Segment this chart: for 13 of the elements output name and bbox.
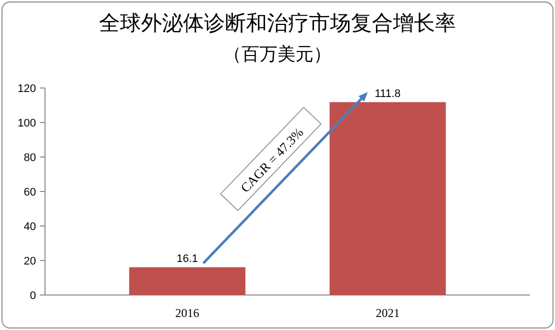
- y-tick-label: 0: [30, 290, 36, 302]
- chart-subtitle: （百万美元）: [224, 44, 332, 64]
- data-label: 111.8: [374, 88, 401, 100]
- y-tick-label: 80: [24, 152, 36, 164]
- y-tick-label: 20: [24, 256, 36, 268]
- data-label: 16.1: [176, 253, 198, 266]
- y-tick-label: 120: [18, 83, 36, 95]
- chart-title: 全球外泌体诊断和治疗市场复合增长率: [99, 11, 456, 35]
- y-tick-label: 60: [24, 186, 36, 198]
- y-tick-label: 40: [24, 221, 36, 233]
- y-tick-label: 100: [18, 118, 36, 130]
- x-tick-label: 2016: [175, 306, 200, 320]
- x-tick-label: 2021: [376, 306, 400, 320]
